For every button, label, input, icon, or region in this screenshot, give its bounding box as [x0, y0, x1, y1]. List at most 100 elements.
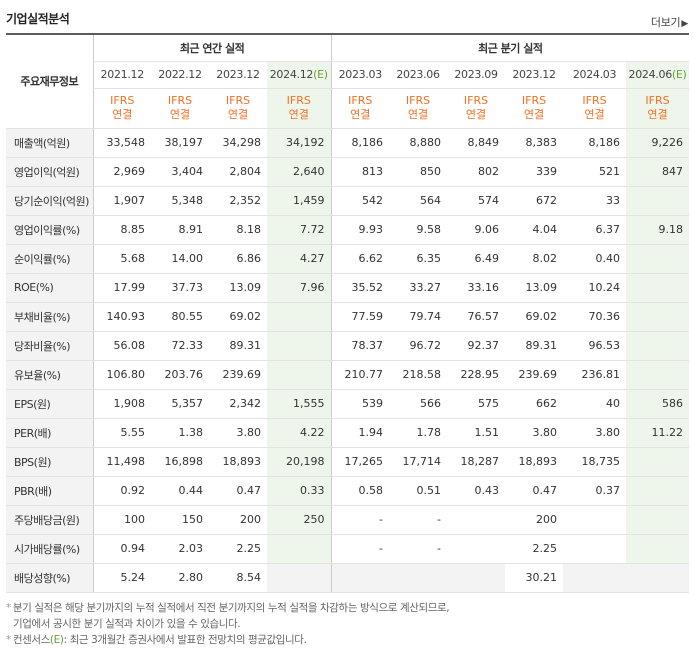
footnote-2: * 컨센서스(E): 최근 3개월간 증권사에서 발표한 전망치의 평균값입니다.	[6, 632, 449, 648]
table-cell	[626, 244, 690, 274]
basis-standard: IFRS	[521, 94, 547, 107]
table-cell: 20,198	[267, 447, 332, 477]
table-cell: -	[389, 534, 448, 564]
table-cell: 9.93	[330, 214, 390, 245]
table-cell: 0.37	[563, 476, 627, 506]
table-cell: 575	[447, 388, 506, 419]
table-cell: 0.51	[389, 476, 448, 506]
basis-standard: IFRS	[225, 94, 251, 107]
table-cell	[626, 476, 690, 506]
row-label: 영업이익(억원)	[6, 157, 93, 187]
table-row: EPS(원) 1,908 5,357 2,342 1,555 539 566 575 662 40…	[6, 388, 690, 419]
row-label: 부채비율(%)	[6, 301, 93, 332]
table-cell	[447, 504, 506, 535]
row-label: 유보율(%)	[6, 360, 93, 390]
period-label: 2024.12	[269, 68, 314, 81]
table-cell: 8.54	[209, 563, 267, 593]
table-cell: 18,893	[505, 447, 564, 477]
basis-header: IFRS 연결	[563, 88, 627, 129]
table-cell: 6.49	[447, 244, 506, 274]
table-cell: 0.44	[151, 476, 209, 506]
table-cell: 236.81	[563, 360, 627, 390]
table-cell: 8.18	[209, 214, 267, 245]
footnote-2-prefix: 컨센서스	[12, 634, 50, 646]
estimate-mark: (E)	[313, 68, 328, 81]
table-cell: 1.51	[447, 418, 506, 448]
table-cell: 239.69	[209, 360, 267, 390]
table-cell: 8.85	[92, 214, 151, 245]
basis-consolidation: 연결	[227, 108, 249, 121]
table-cell: 70.36	[563, 301, 627, 332]
table-cell	[626, 186, 690, 216]
table-cell	[626, 447, 690, 477]
table-cell: 34,192	[267, 127, 332, 158]
period-label: 2024.06	[628, 68, 673, 81]
table-cell: 9.58	[389, 214, 448, 245]
table-cell: 1.78	[389, 418, 448, 448]
table-cell	[626, 360, 690, 390]
more-link[interactable]: 더보기▶	[651, 14, 688, 30]
table-cell: 4.04	[505, 214, 564, 245]
table-cell: 0.40	[563, 244, 627, 274]
basis-header: IFRS 연결	[447, 88, 506, 129]
footnote-bullet: *	[6, 602, 11, 614]
table-cell: 5,357	[151, 388, 209, 419]
table-cell: 8,849	[447, 127, 506, 158]
table-cell: 17.99	[92, 273, 151, 303]
table-row: 주당배당금(원) 100 150 200 250- -200	[6, 504, 690, 535]
table-cell: 18,735	[563, 447, 627, 477]
period-header: 2024.03	[563, 61, 627, 89]
table-cell: 14.00	[151, 244, 209, 274]
table-cell: 96.53	[563, 331, 627, 361]
table-cell: 2,640	[267, 157, 332, 187]
row-label: 당기순이익(억원)	[6, 186, 93, 216]
row-label: 배당성향(%)	[6, 563, 93, 593]
section-title: 기업실적분석	[6, 12, 70, 26]
table-cell: 8,186	[330, 127, 390, 158]
table-cell	[563, 534, 627, 564]
table-cell	[626, 504, 690, 535]
table-cell	[626, 273, 690, 303]
table-row: ROE(%) 17.99 37.73 13.09 7.96 35.52 33.27 33.16…	[6, 273, 690, 303]
table-cell: 18,287	[447, 447, 506, 477]
basis-consolidation: 연결	[407, 108, 429, 121]
basis-standard: IFRS	[348, 94, 373, 107]
row-label: PER(배)	[6, 418, 93, 448]
table-cell: 92.37	[447, 331, 506, 361]
chevron-right-icon: ▶	[681, 19, 688, 29]
footnote-1-text: 분기 실적은 해당 분기까지의 누적 실적에서 직전 분기까지의 누적 실적을 …	[12, 602, 450, 614]
table-cell	[267, 331, 332, 361]
table-cell	[563, 504, 627, 535]
table-cell: 0.47	[209, 476, 267, 506]
table-cell: 89.31	[209, 331, 267, 361]
table-cell: 8.91	[151, 214, 209, 245]
table-cell	[267, 534, 332, 564]
table-cell: -	[330, 534, 390, 564]
table-cell: 33	[563, 186, 627, 216]
estimate-mark: (E)	[49, 634, 64, 646]
row-label: 주당배당금(원)	[6, 504, 93, 535]
basis-header: IFRS 연결	[267, 88, 332, 129]
table-cell: 9.06	[447, 214, 506, 245]
table-cell: 1.38	[151, 418, 209, 448]
basis-consolidation: 연결	[112, 108, 133, 121]
basis-header: IFRS 연결	[209, 88, 267, 129]
table-cell: 69.02	[505, 301, 564, 332]
basis-standard: IFRS	[167, 94, 193, 107]
table-cell	[626, 563, 690, 593]
table-cell: 3.80	[563, 418, 627, 448]
row-label: 당좌비율(%)	[6, 331, 93, 361]
table-row: PER(배) 5.55 1.38 3.80 4.22 1.94 1.78 1.51 3.80 3.…	[6, 418, 690, 448]
table-cell	[447, 563, 506, 593]
table-cell: 3,404	[151, 157, 209, 187]
table-cell: 564	[389, 186, 448, 216]
table-cell: 150	[151, 504, 209, 535]
period-header: 2023.03	[330, 61, 390, 89]
table-row: 영업이익률(%) 8.85 8.91 8.18 7.72 9.93 9.58 9.06 4.04…	[6, 214, 690, 245]
table-cell: 0.92	[92, 476, 151, 506]
table-cell: 8,186	[563, 127, 627, 158]
period-header: 2024.12(E)	[267, 61, 332, 89]
table-cell: 38,197	[151, 127, 209, 158]
basis-consolidation: 연결	[465, 108, 487, 121]
table-cell: 228.95	[447, 360, 506, 390]
